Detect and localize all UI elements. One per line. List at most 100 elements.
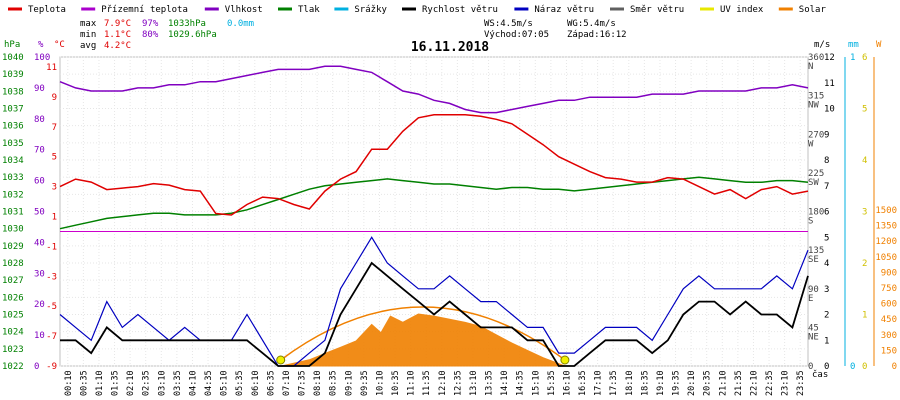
legend-label: Tlak [298,5,320,15]
time-tick: 19:35 [672,370,682,396]
legend-label: Solar [799,5,827,15]
legend-label: Srážky [354,5,387,15]
chart-legend: Teplota Přízemní teplota Vlhkost Tlak Srážky… [8,5,826,15]
legend-label: Přízemní teplota [101,5,188,15]
pressure-tick: 1031 [2,208,24,218]
stat-min-label: min [80,30,96,40]
solar-area [281,313,566,367]
chart-title: 16.11.2018 [411,40,489,55]
stat-min-hum: 80% [142,30,159,40]
solar-tick: 1350 [875,222,897,232]
time-tick: 21:10 [718,370,728,396]
humidity-tick: 50 [34,208,45,218]
temperature-unit: °C [54,40,65,50]
legend-label: Teplota [28,5,66,15]
direction-tick: 315 [808,92,824,102]
temperature-line [59,114,809,216]
time-tick: 22:35 [765,370,775,396]
uv-tick: 4 [862,156,867,166]
uv-tick: 3 [862,208,867,218]
stat-wg: WG:5.4m/s [567,19,616,29]
solar-tick: 750 [881,284,897,294]
time-tick: 23:35 [796,370,806,396]
time-tick: 08:35 [329,370,339,396]
solar-unit: W [876,40,882,50]
time-tick: 15:35 [547,370,557,396]
temperature-tick: 5 [52,153,57,163]
temperature-tick: 1 [52,213,57,223]
direction-tick: SE [808,255,819,265]
rain-tick: 0 [850,362,855,372]
wind-tick: 12 [824,53,835,63]
legend-label: UV index [720,5,764,15]
stats-box: max 7.9°C 97% 1033hPa 0.0mm min 1.1°C 80… [80,19,627,51]
stat-avg-label: avg [80,41,96,51]
wind-tick: 11 [824,79,835,89]
pressure-tick: 1037 [2,105,24,115]
time-tick: 05:10 [220,370,230,396]
time-tick: 11:35 [422,370,432,396]
humidity-tick: 0 [34,362,39,372]
time-tick: 13:35 [485,370,495,396]
pressure-tick: 1030 [2,225,24,235]
wind-tick: 1 [824,336,829,346]
humidity-tick: 40 [34,238,45,248]
time-tick: 01:35 [111,370,121,396]
time-tick: 18:10 [625,370,635,396]
wind-tick: 4 [824,259,829,269]
humidity-tick: 90 [34,84,45,94]
time-tick: 07:10 [282,370,292,396]
direction-tick: NW [808,101,819,111]
stat-ws: WS:4.5m/s [484,19,533,29]
temperature-tick: -3 [46,272,57,282]
rain-tick: 1 [850,53,855,63]
solar-theoretical-arc [280,306,566,361]
plot-area [59,65,809,367]
time-tick: 12:35 [453,370,463,396]
temperature-tick: 11 [46,63,57,73]
direction-tick: N [808,62,813,72]
rain-unit: mm [848,40,859,50]
stat-sunrise: Východ:07:05 [484,30,549,40]
pressure-tick: 1032 [2,190,24,200]
time-tick: 10:35 [391,370,401,396]
time-tick: 23:10 [781,370,791,396]
time-tick: 16:10 [562,370,572,396]
time-tick: 06:10 [251,370,261,396]
time-tick: 20:10 [687,370,697,396]
direction-tick: 135 [808,246,824,256]
wind-tick: 2 [824,311,829,321]
time-tick: 04:35 [204,370,214,396]
pressure-tick: 1034 [2,156,24,166]
wind-tick: 7 [824,182,829,192]
solar-tick: 1050 [875,253,897,263]
pressure-tick: 1028 [2,259,24,269]
direction-tick: S [808,217,813,227]
temperature-tick: -7 [46,332,57,342]
stat-max-hum: 97% [142,19,159,29]
stat-avg-temp: 4.2°C [104,41,131,51]
time-tick: 09:35 [360,370,370,396]
solar-tick: 150 [881,346,897,356]
direction-tick: 90 [808,285,819,295]
grid [59,56,809,367]
direction-tick: 360 [808,53,824,63]
wind-speed-line [60,261,809,367]
direction-tick: E [808,294,813,304]
pressure-tick: 1038 [2,87,24,97]
legend-label: Vlhkost [225,5,263,15]
pressure-tick: 1023 [2,345,24,355]
pressure-tick: 1035 [2,139,24,149]
time-tick: 03:35 [173,370,183,396]
legend-label: Rychlost větru [422,5,498,15]
legend-label: Směr větru [630,5,684,15]
time-tick: 00:35 [79,370,89,396]
pressure-tick: 1029 [2,242,24,252]
direction-tick: W [808,139,814,149]
time-tick: 12:10 [438,370,448,396]
sunset-marker [560,355,570,365]
direction-tick: SW [808,178,819,188]
pressure-tick: 1026 [2,293,24,303]
humidity-unit: % [38,40,44,50]
time-tick: 16:35 [578,370,588,396]
